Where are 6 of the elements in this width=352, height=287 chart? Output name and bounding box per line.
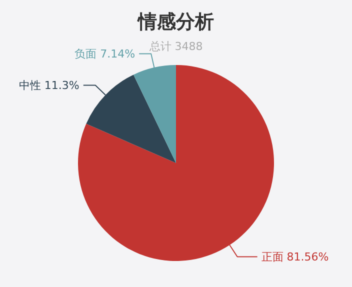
chart-subtitle: 总计 3488 [148,40,203,53]
slice-label: 中性 11.3% [18,79,80,92]
slice-label: 正面 81.56% [261,250,329,264]
slice-label: 负面 7.14% [74,48,136,61]
chart-title: 情感分析 [137,11,214,33]
pie-slice [86,74,176,163]
